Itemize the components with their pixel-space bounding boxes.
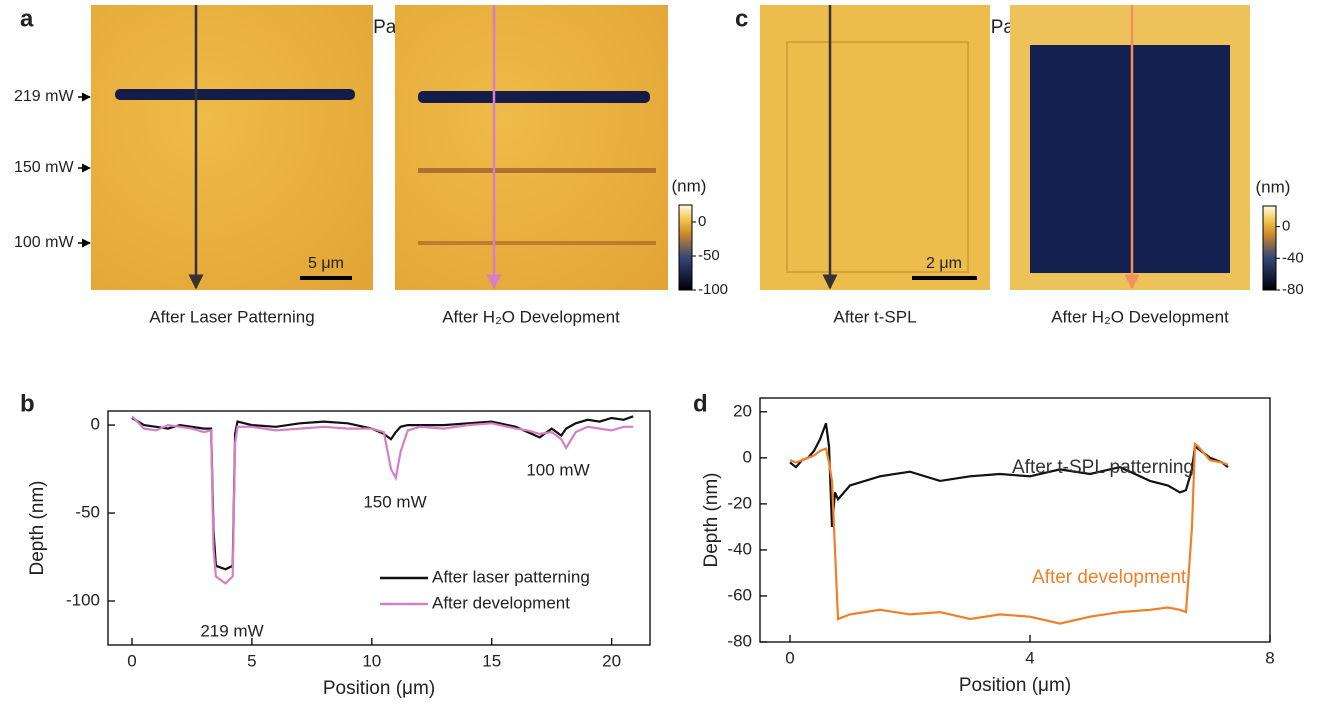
annotation: 150 mW xyxy=(363,492,426,511)
power-label: 100 mW xyxy=(14,234,74,251)
series-label: After development xyxy=(1032,567,1187,588)
plot-frame xyxy=(107,410,651,646)
y-tick-label: 0 xyxy=(743,447,752,466)
power-label: 150 mW xyxy=(14,159,74,176)
y-tick-label: -20 xyxy=(727,493,752,512)
x-tick-label: 0 xyxy=(127,651,136,670)
panel-label: a xyxy=(20,5,34,32)
y-tick-label: -50 xyxy=(75,503,100,522)
panel-label: d xyxy=(693,390,708,417)
series-line xyxy=(131,415,634,585)
colorbar xyxy=(678,204,693,291)
plot-frame xyxy=(759,397,1271,643)
y-tick-label: -100 xyxy=(66,590,100,609)
legend-label: After laser patterning xyxy=(432,567,590,586)
afm-image xyxy=(91,5,373,290)
colorbar-tick-label: -80 xyxy=(1282,281,1304,298)
annotation: 100 mW xyxy=(526,460,589,479)
scale-bar-label: 2 μm xyxy=(926,255,962,272)
colorbar-tick-label: -40 xyxy=(1282,249,1304,266)
image-caption: After t-SPL xyxy=(833,307,916,326)
legend-label: After development xyxy=(432,593,570,612)
panel-label: b xyxy=(20,390,35,417)
image-caption: After Laser Patterning xyxy=(149,307,314,326)
afm-image xyxy=(395,5,668,290)
x-axis-label: Position (μm) xyxy=(323,678,435,699)
afm-image xyxy=(1010,5,1250,290)
power-label: 219 mW xyxy=(14,88,74,105)
x-tick-label: 10 xyxy=(362,651,381,670)
x-tick-label: 8 xyxy=(1265,648,1274,667)
series-line xyxy=(789,422,1229,527)
x-axis-label: Position (μm) xyxy=(959,675,1071,696)
y-tick-label: 20 xyxy=(733,401,752,420)
x-tick-label: 0 xyxy=(785,648,794,667)
y-axis-label: Depth (nm) xyxy=(701,472,722,567)
series-label: After t-SPL patterning xyxy=(1012,457,1194,478)
image-caption: After H₂O Development xyxy=(442,307,620,326)
y-axis-label: Depth (nm) xyxy=(27,480,48,575)
panel-label: c xyxy=(735,5,748,32)
annotation: 219 mW xyxy=(200,621,263,640)
series-line xyxy=(789,441,1229,625)
colorbar-tick-label: -100 xyxy=(698,281,728,298)
y-tick-label: -40 xyxy=(727,539,752,558)
scale-bar-label: 5 μm xyxy=(308,255,344,272)
colorbar-tick-label: -50 xyxy=(698,247,720,264)
x-tick-label: 4 xyxy=(1025,648,1034,667)
colorbar-tick-label: 0 xyxy=(1282,218,1290,235)
colorbar xyxy=(1262,205,1277,291)
y-tick-label: -60 xyxy=(727,585,752,604)
power-arrows xyxy=(78,92,91,248)
colorbar-tick-label: 0 xyxy=(698,213,706,230)
x-tick-label: 20 xyxy=(602,651,621,670)
afm-image xyxy=(760,5,990,290)
colorbar-title: (nm) xyxy=(1256,177,1291,196)
x-tick-label: 5 xyxy=(247,651,256,670)
y-tick-label: -80 xyxy=(727,631,752,650)
y-tick-label: 0 xyxy=(91,415,100,434)
colorbar-title: (nm) xyxy=(672,176,707,195)
x-tick-label: 15 xyxy=(482,651,501,670)
image-caption: After H₂O Development xyxy=(1051,307,1229,326)
